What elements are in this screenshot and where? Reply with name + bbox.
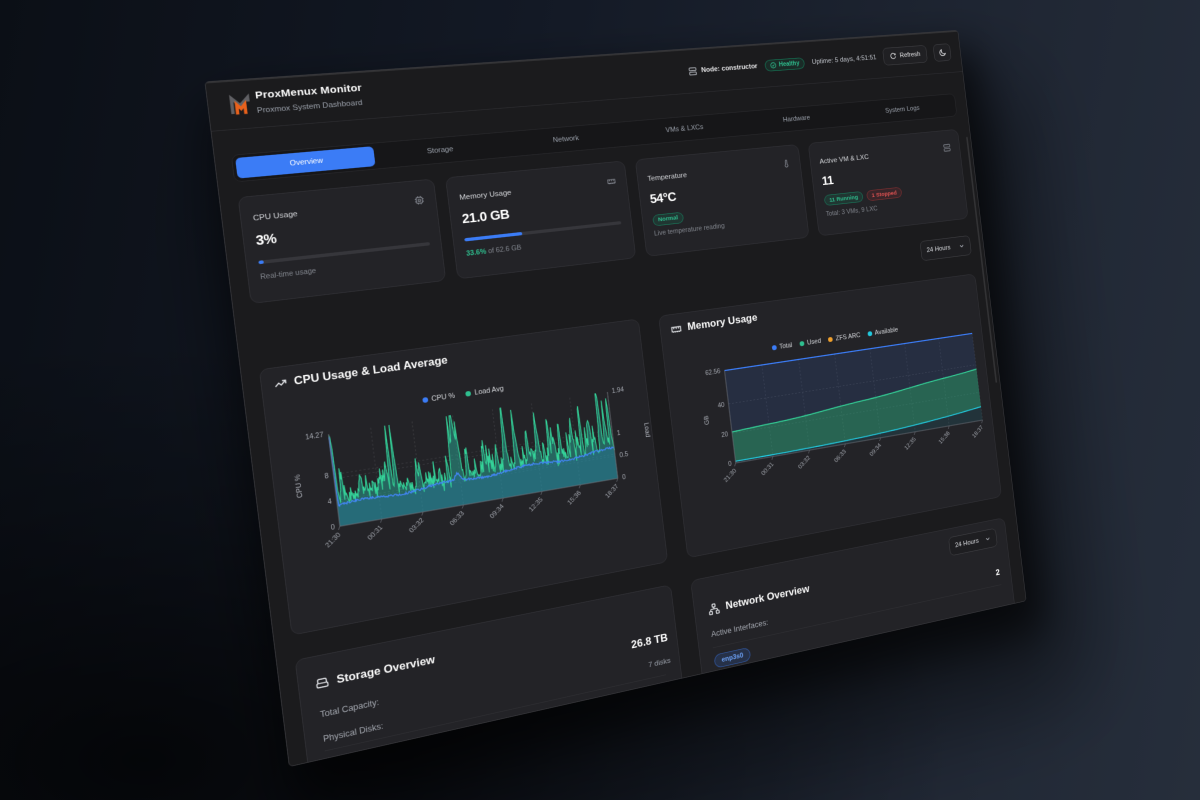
svg-text:03:32: 03:32 (407, 516, 425, 534)
svg-text:14.27: 14.27 (305, 431, 324, 442)
svg-text:21:30: 21:30 (722, 467, 738, 484)
svg-text:21:30: 21:30 (323, 531, 342, 549)
svg-text:0: 0 (728, 460, 732, 468)
svg-text:12:35: 12:35 (903, 436, 917, 452)
svg-text:GB: GB (702, 415, 710, 426)
svg-text:18:37: 18:37 (603, 482, 620, 499)
svg-text:15:36: 15:36 (566, 489, 583, 506)
svg-text:Load: Load (643, 422, 652, 438)
svg-text:1: 1 (616, 429, 620, 437)
svg-text:62.56: 62.56 (705, 368, 721, 378)
svg-text:4: 4 (327, 497, 332, 506)
svg-text:0: 0 (622, 473, 626, 481)
svg-text:06:33: 06:33 (448, 509, 466, 527)
svg-text:8: 8 (324, 471, 329, 480)
svg-text:40: 40 (717, 401, 725, 409)
svg-text:09:34: 09:34 (488, 502, 506, 520)
svg-text:06:33: 06:33 (833, 448, 848, 464)
svg-text:00:31: 00:31 (760, 460, 775, 476)
svg-text:00:31: 00:31 (366, 523, 385, 541)
svg-text:20: 20 (721, 430, 729, 439)
svg-text:12:35: 12:35 (527, 496, 544, 513)
svg-text:0.5: 0.5 (619, 450, 629, 459)
svg-text:CPU %: CPU % (293, 474, 305, 499)
svg-text:15:36: 15:36 (937, 430, 951, 446)
svg-text:1.94: 1.94 (611, 386, 624, 395)
svg-text:03:32: 03:32 (796, 454, 811, 470)
svg-text:0: 0 (330, 523, 335, 532)
svg-text:09:34: 09:34 (868, 442, 883, 458)
svg-text:18:37: 18:37 (971, 424, 985, 439)
